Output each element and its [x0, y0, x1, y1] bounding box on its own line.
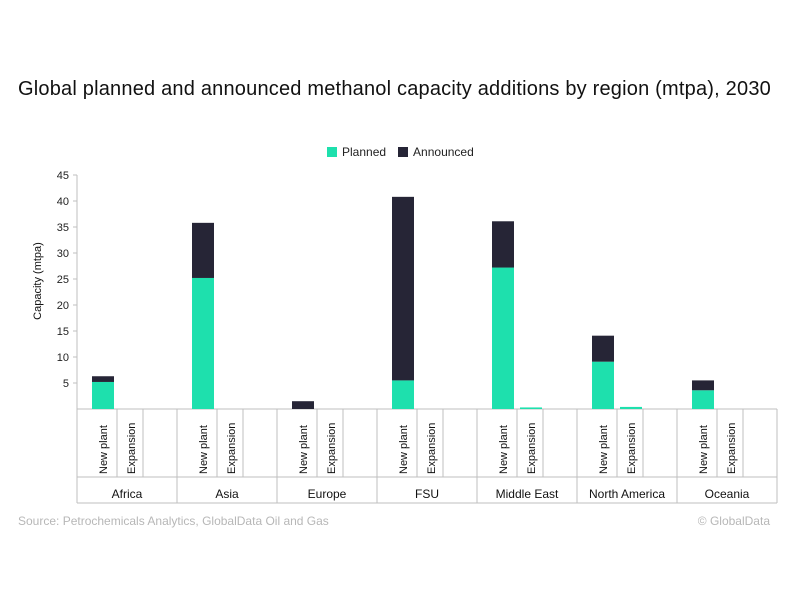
- bar-planned: [92, 381, 114, 409]
- y-tick-label: 5: [63, 378, 69, 390]
- y-tick-label: 20: [57, 300, 69, 312]
- subcategory-label: New plant: [98, 425, 110, 474]
- copyright-note: © GlobalData: [697, 514, 770, 528]
- group-label: North America: [589, 487, 665, 501]
- chart-title: Global planned and announced methanol ca…: [18, 78, 771, 100]
- group-label: Asia: [215, 487, 239, 501]
- y-tick-label: 35: [57, 222, 69, 234]
- y-tick-label: 30: [57, 248, 69, 260]
- legend: Planned Announced: [327, 145, 486, 159]
- bar-announced: [192, 222, 214, 278]
- bar-planned: [492, 267, 514, 409]
- subcategory-label: Expansion: [626, 423, 638, 474]
- y-tick-label: 10: [57, 352, 69, 364]
- bar-announced: [492, 221, 514, 268]
- subcategory-label: Expansion: [526, 423, 538, 474]
- subcategory-label: Expansion: [426, 423, 438, 474]
- y-tick-label: 15: [57, 326, 69, 338]
- y-tick-label: 40: [57, 196, 69, 208]
- subcategory-label: Expansion: [126, 423, 138, 474]
- bar-announced: [392, 196, 414, 381]
- bar-planned: [620, 406, 642, 409]
- subcategory-label: Expansion: [226, 423, 238, 474]
- bar-announced: [292, 401, 314, 409]
- subcategory-label: New plant: [398, 425, 410, 474]
- group-label: Africa: [112, 487, 143, 501]
- subcategory-label: New plant: [498, 425, 510, 474]
- legend-item-planned: Planned: [327, 145, 386, 159]
- bar-announced: [92, 376, 114, 382]
- bar-planned: [592, 361, 614, 409]
- bar-announced: [592, 335, 614, 362]
- subcategory-label: Expansion: [326, 423, 338, 474]
- bar-planned: [520, 407, 542, 409]
- group-label: FSU: [415, 487, 439, 501]
- subcategory-label: New plant: [298, 425, 310, 474]
- bar-planned: [392, 380, 414, 409]
- subcategory-label: New plant: [698, 425, 710, 474]
- group-label: Middle East: [496, 487, 559, 501]
- subcategory-label: New plant: [198, 425, 210, 474]
- legend-label-announced: Announced: [413, 145, 474, 159]
- y-tick-label: 25: [57, 274, 69, 286]
- bar-planned: [692, 390, 714, 409]
- legend-swatch-planned: [327, 147, 337, 157]
- bar-announced: [692, 380, 714, 391]
- legend-label-planned: Planned: [342, 145, 387, 159]
- legend-swatch-announced: [398, 147, 409, 157]
- y-tick-label: 45: [57, 170, 69, 182]
- source-note: Source: Petrochemicals Analytics, Global…: [18, 514, 329, 528]
- group-label: Oceania: [705, 487, 750, 501]
- subcategory-label: New plant: [598, 425, 610, 474]
- legend-item-announced: Announced: [398, 145, 474, 159]
- group-label: Europe: [308, 487, 347, 501]
- subcategory-label: Expansion: [726, 423, 738, 474]
- bar-planned: [192, 277, 214, 409]
